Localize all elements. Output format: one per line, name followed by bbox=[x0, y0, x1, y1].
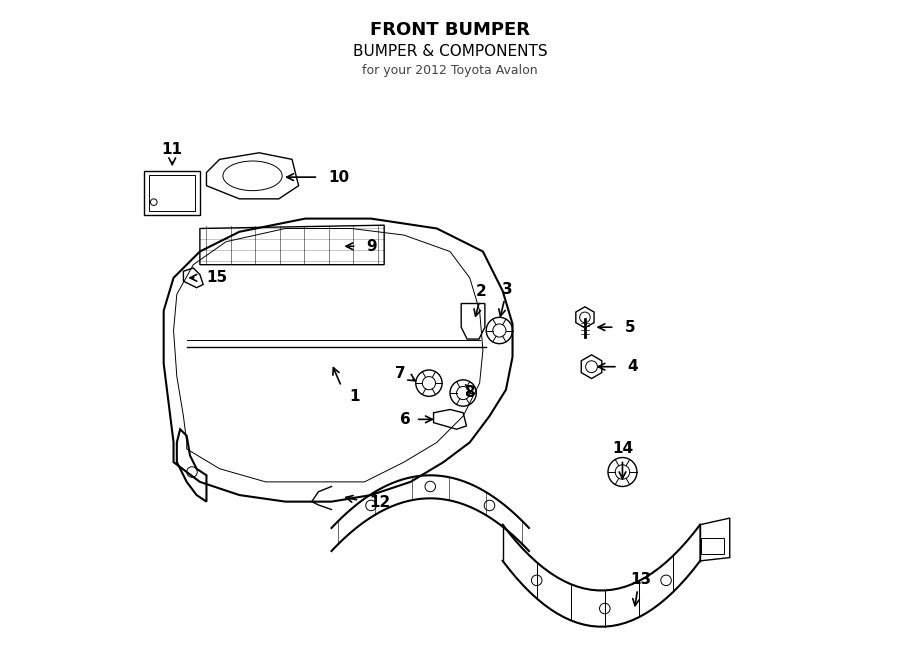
Text: 12: 12 bbox=[369, 496, 391, 510]
Text: FRONT BUMPER: FRONT BUMPER bbox=[370, 21, 530, 39]
Text: 14: 14 bbox=[612, 442, 633, 457]
Text: 3: 3 bbox=[502, 282, 513, 297]
Text: BUMPER & COMPONENTS: BUMPER & COMPONENTS bbox=[353, 44, 547, 59]
Text: 4: 4 bbox=[627, 359, 638, 374]
Text: 15: 15 bbox=[206, 270, 228, 286]
Text: 5: 5 bbox=[625, 320, 635, 334]
Text: 10: 10 bbox=[328, 170, 349, 184]
Text: 13: 13 bbox=[630, 572, 652, 587]
Text: for your 2012 Toyota Avalon: for your 2012 Toyota Avalon bbox=[362, 64, 538, 77]
Text: 11: 11 bbox=[162, 142, 183, 157]
Text: 2: 2 bbox=[476, 284, 487, 299]
Text: 9: 9 bbox=[366, 239, 377, 254]
Text: 8: 8 bbox=[464, 385, 475, 400]
Text: 7: 7 bbox=[395, 366, 406, 381]
Text: 6: 6 bbox=[400, 412, 410, 427]
Text: 1: 1 bbox=[349, 389, 360, 404]
